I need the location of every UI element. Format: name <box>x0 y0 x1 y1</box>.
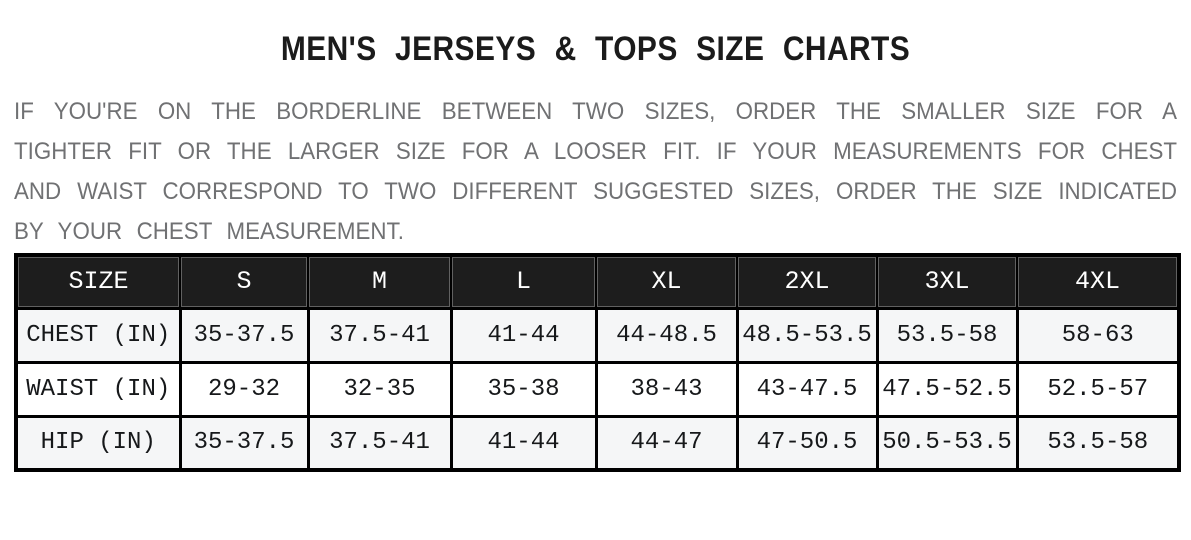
header-cell-l: L <box>450 254 597 309</box>
size-chart-header-row: SIZE S M L XL 2XL 3XL 4XL <box>15 254 1180 309</box>
size-value-cell: 44-48.5 <box>594 306 739 364</box>
row-label-cell: WAIST (IN) <box>14 360 182 418</box>
size-chart-table: SIZE S M L XL 2XL 3XL 4XL CHEST (IN) 35-… <box>14 253 1181 472</box>
intro-line: TIGHTER FIT OR THE LARGER SIZE FOR A LOO… <box>14 138 1177 165</box>
size-value-cell: 41-44 <box>449 414 598 472</box>
size-value-cell: 38-43 <box>594 360 739 418</box>
size-value-cell: 58-63 <box>1015 306 1181 364</box>
size-value-cell: 48.5-53.5 <box>735 306 879 364</box>
table-row-hip: HIP (IN) 35-37.5 37.5-41 41-44 44-47 47-… <box>14 414 1181 472</box>
row-label-cell: CHEST (IN) <box>14 306 182 364</box>
table-row-chest: CHEST (IN) 35-37.5 37.5-41 41-44 44-48.5… <box>14 306 1181 364</box>
intro-line: AND WAIST CORRESPOND TO TWO DIFFERENT SU… <box>14 178 1177 205</box>
size-value-cell: 35-37.5 <box>178 306 310 364</box>
size-value-cell: 37.5-41 <box>306 414 453 472</box>
size-value-cell: 44-47 <box>594 414 739 472</box>
size-chart-page: MEN'S JERSEYS & TOPS SIZE CHARTS IF YOU'… <box>0 30 1191 472</box>
size-value-cell: 47.5-52.5 <box>875 360 1019 418</box>
size-value-cell: 35-38 <box>449 360 598 418</box>
size-value-cell: 50.5-53.5 <box>875 414 1019 472</box>
size-value-cell: 47-50.5 <box>735 414 879 472</box>
header-cell-s: S <box>179 254 309 309</box>
size-value-cell: 37.5-41 <box>306 306 453 364</box>
table-row-waist: WAIST (IN) 29-32 32-35 35-38 38-43 43-47… <box>14 360 1181 418</box>
intro-line: BY YOUR CHEST MEASUREMENT. <box>14 218 404 245</box>
size-value-cell: 53.5-58 <box>875 306 1019 364</box>
header-cell-xl: XL <box>595 254 738 309</box>
size-value-cell: 52.5-57 <box>1015 360 1181 418</box>
size-value-cell: 35-37.5 <box>178 414 310 472</box>
size-value-cell: 32-35 <box>306 360 453 418</box>
header-cell-m: M <box>307 254 452 309</box>
page-title: MEN'S JERSEYS & TOPS SIZE CHARTS <box>280 30 911 68</box>
intro-paragraph: IF YOU'RE ON THE BORDERLINE BETWEEN TWO … <box>14 92 1177 252</box>
size-value-cell: 29-32 <box>178 360 310 418</box>
header-cell-3xl: 3XL <box>876 254 1018 309</box>
size-value-cell: 43-47.5 <box>735 360 879 418</box>
row-label-cell: HIP (IN) <box>14 414 182 472</box>
size-value-cell: 41-44 <box>449 306 598 364</box>
header-cell-4xl: 4XL <box>1016 254 1180 309</box>
header-cell-2xl: 2XL <box>736 254 878 309</box>
size-value-cell: 53.5-58 <box>1015 414 1181 472</box>
intro-line: IF YOU'RE ON THE BORDERLINE BETWEEN TWO … <box>14 98 1177 125</box>
header-cell-size: SIZE <box>15 254 181 309</box>
